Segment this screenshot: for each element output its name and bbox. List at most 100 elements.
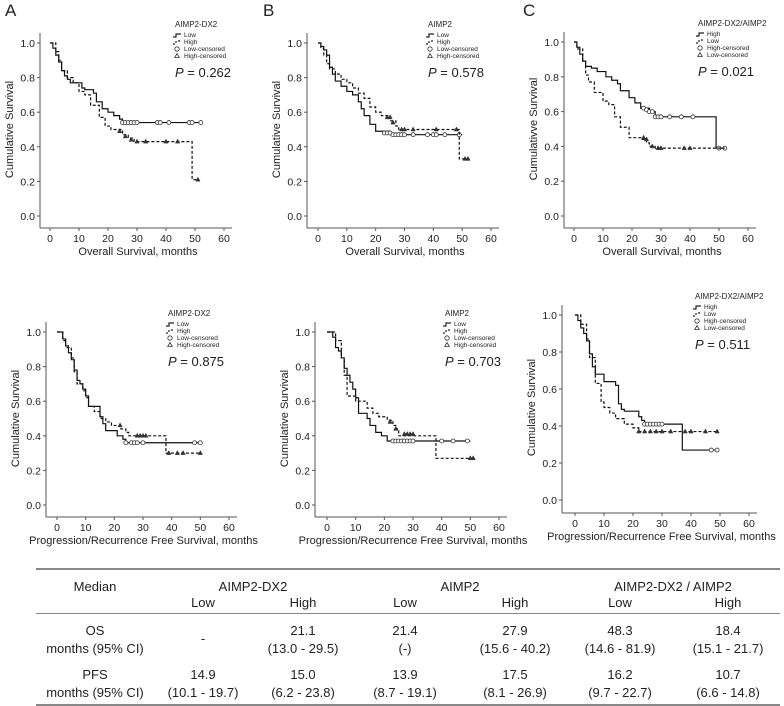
x-tick-label: 20: [378, 522, 390, 534]
x-tick-label: 50: [464, 522, 476, 534]
x-tick-label: 30: [399, 233, 411, 245]
x-tick-label: 20: [370, 233, 382, 245]
y-tick-label: 1.0: [295, 327, 310, 339]
legend-title: AIMP2-DX2/AIMP2: [695, 292, 764, 301]
censor-triangle-mark: [393, 425, 399, 431]
cell-median: -: [200, 631, 206, 646]
cell-ci: (9.7 - 22.7): [588, 685, 652, 700]
censor-triangle-mark: [410, 431, 416, 436]
x-tick-label: 20: [626, 233, 638, 245]
censor-triangle-mark: [174, 138, 181, 144]
legend-line-solid: [696, 32, 704, 37]
p-value: P = 0.703: [445, 354, 501, 369]
legend-triangle-icon: [697, 51, 703, 57]
y-tick-label: 0.8: [544, 72, 559, 84]
legend-label: Low: [184, 32, 196, 39]
y-tick-label: 0.4: [542, 421, 557, 433]
y-tick-label: 1.0: [544, 37, 559, 49]
km-curve-high: [574, 41, 725, 149]
x-tick-label: 10: [80, 522, 92, 534]
subheader: High: [501, 595, 529, 610]
legend-label: Low: [704, 311, 716, 318]
x-tick-label: 40: [427, 233, 439, 245]
x-tick-label: 30: [131, 233, 143, 245]
censor-circle-mark: [140, 440, 146, 446]
legend-line-solid: [693, 305, 701, 310]
row-label: PFS: [82, 667, 108, 682]
cell-ci: (8.7 - 19.1): [373, 685, 437, 700]
p-symbol: P: [168, 354, 177, 369]
legend-title: AIMP2: [428, 20, 453, 29]
censor-circle-mark: [123, 440, 129, 446]
censor-triangle-mark: [387, 114, 393, 120]
km-panel-4: 0.0 0.2 0.4 0.6 0.8 1.0 0 10 20 30 40 50 60Progressi…: [279, 309, 528, 547]
y-tick-label: 1.0: [542, 310, 557, 322]
cell-median: 48.3: [607, 623, 633, 638]
legend-title: AIMP2-DX2: [168, 309, 211, 318]
x-tick-label: 60: [493, 522, 505, 534]
y-tick-label: 0.0: [287, 211, 302, 223]
y-tick-label: 0.0: [295, 500, 310, 512]
group-header: AIMP2: [440, 579, 480, 594]
legend-label: Low: [707, 38, 719, 45]
legend-label: High: [704, 304, 718, 311]
legend-circle-icon: [444, 335, 450, 341]
legend-label: High-censored: [704, 318, 747, 325]
censor-triangle-mark: [682, 428, 688, 434]
y-tick-label: 0.6: [542, 384, 557, 396]
km-curve-low: [57, 331, 201, 444]
censor-circle-mark: [658, 114, 664, 120]
legend-label: High-censored: [437, 53, 480, 60]
x-axis-label: Overall Survival, months: [345, 246, 465, 258]
row-label: OS: [85, 623, 105, 638]
censor-triangle-mark: [122, 133, 129, 139]
censor-circle-mark: [649, 109, 655, 114]
x-tick-label: 10: [597, 233, 609, 245]
legend-triangle-icon: [444, 341, 450, 347]
p-value-text: = 0.703: [454, 354, 501, 369]
censor-circle-mark: [410, 438, 416, 444]
censor-circle-mark: [166, 120, 172, 125]
legend-label: High: [454, 328, 468, 335]
censor-circle-mark: [450, 438, 456, 444]
km-curve-high: [318, 42, 468, 160]
x-tick-label: 30: [656, 518, 668, 530]
censor-circle-mark: [708, 447, 714, 453]
panel-letter: B: [263, 1, 274, 20]
cell-ci: (6.6 - 14.8): [696, 685, 760, 700]
p-value-text: = 0.875: [177, 354, 224, 369]
cell-median: 14.9: [190, 667, 216, 682]
x-tick-label: 0: [315, 233, 321, 245]
cell-ci: (8.1 - 26.9): [483, 685, 547, 700]
legend-circle-icon: [694, 318, 700, 324]
legend-label: Low-censored: [437, 46, 478, 53]
x-axis-label: Progression/Recurrence Free Survival, mo…: [29, 535, 258, 547]
legend-label: Low-censored: [704, 325, 745, 332]
censor-circle-mark: [134, 120, 140, 125]
x-tick-label: 0: [47, 233, 53, 245]
censor-circle-mark: [439, 438, 445, 444]
censor-circle-mark: [402, 132, 407, 138]
cell-median: 21.1: [290, 623, 316, 638]
censor-circle-mark: [197, 440, 203, 446]
y-tick-label: 0.6: [26, 396, 41, 408]
y-axis-label: Cumulative Survival: [4, 81, 16, 178]
cell-ci: (-): [398, 641, 412, 656]
x-axis-label: Overall Survival, months: [602, 246, 722, 258]
censor-triangle-mark: [197, 450, 203, 455]
x-tick-label: 50: [194, 522, 206, 534]
y-tick-label: 1.0: [26, 327, 41, 339]
censor-triangle-mark: [143, 138, 149, 144]
y-tick-label: 0.0: [20, 211, 35, 223]
censor-circle-mark: [410, 132, 416, 138]
legend-line-dashed: [696, 39, 704, 44]
censor-triangle-mark: [465, 155, 471, 161]
km-figure: A 0.0 0.2 0.4 0.6 0.8 1.0 0 10 20 30 40 50 60 Overall …: [4, 1, 776, 547]
cell-median: 27.9: [502, 623, 528, 638]
censor-triangle-mark: [668, 428, 674, 434]
y-axis-label: Cumulative Survival: [279, 370, 291, 467]
y-tick-label: 0.2: [26, 465, 41, 477]
x-tick-label: 60: [742, 233, 754, 245]
median-survival-table: Median AIMP2-DX2 AIMP2 AIMP2-DX2 / AIMP2…: [36, 568, 780, 706]
legend-title: AIMP2-DX2: [175, 20, 218, 29]
